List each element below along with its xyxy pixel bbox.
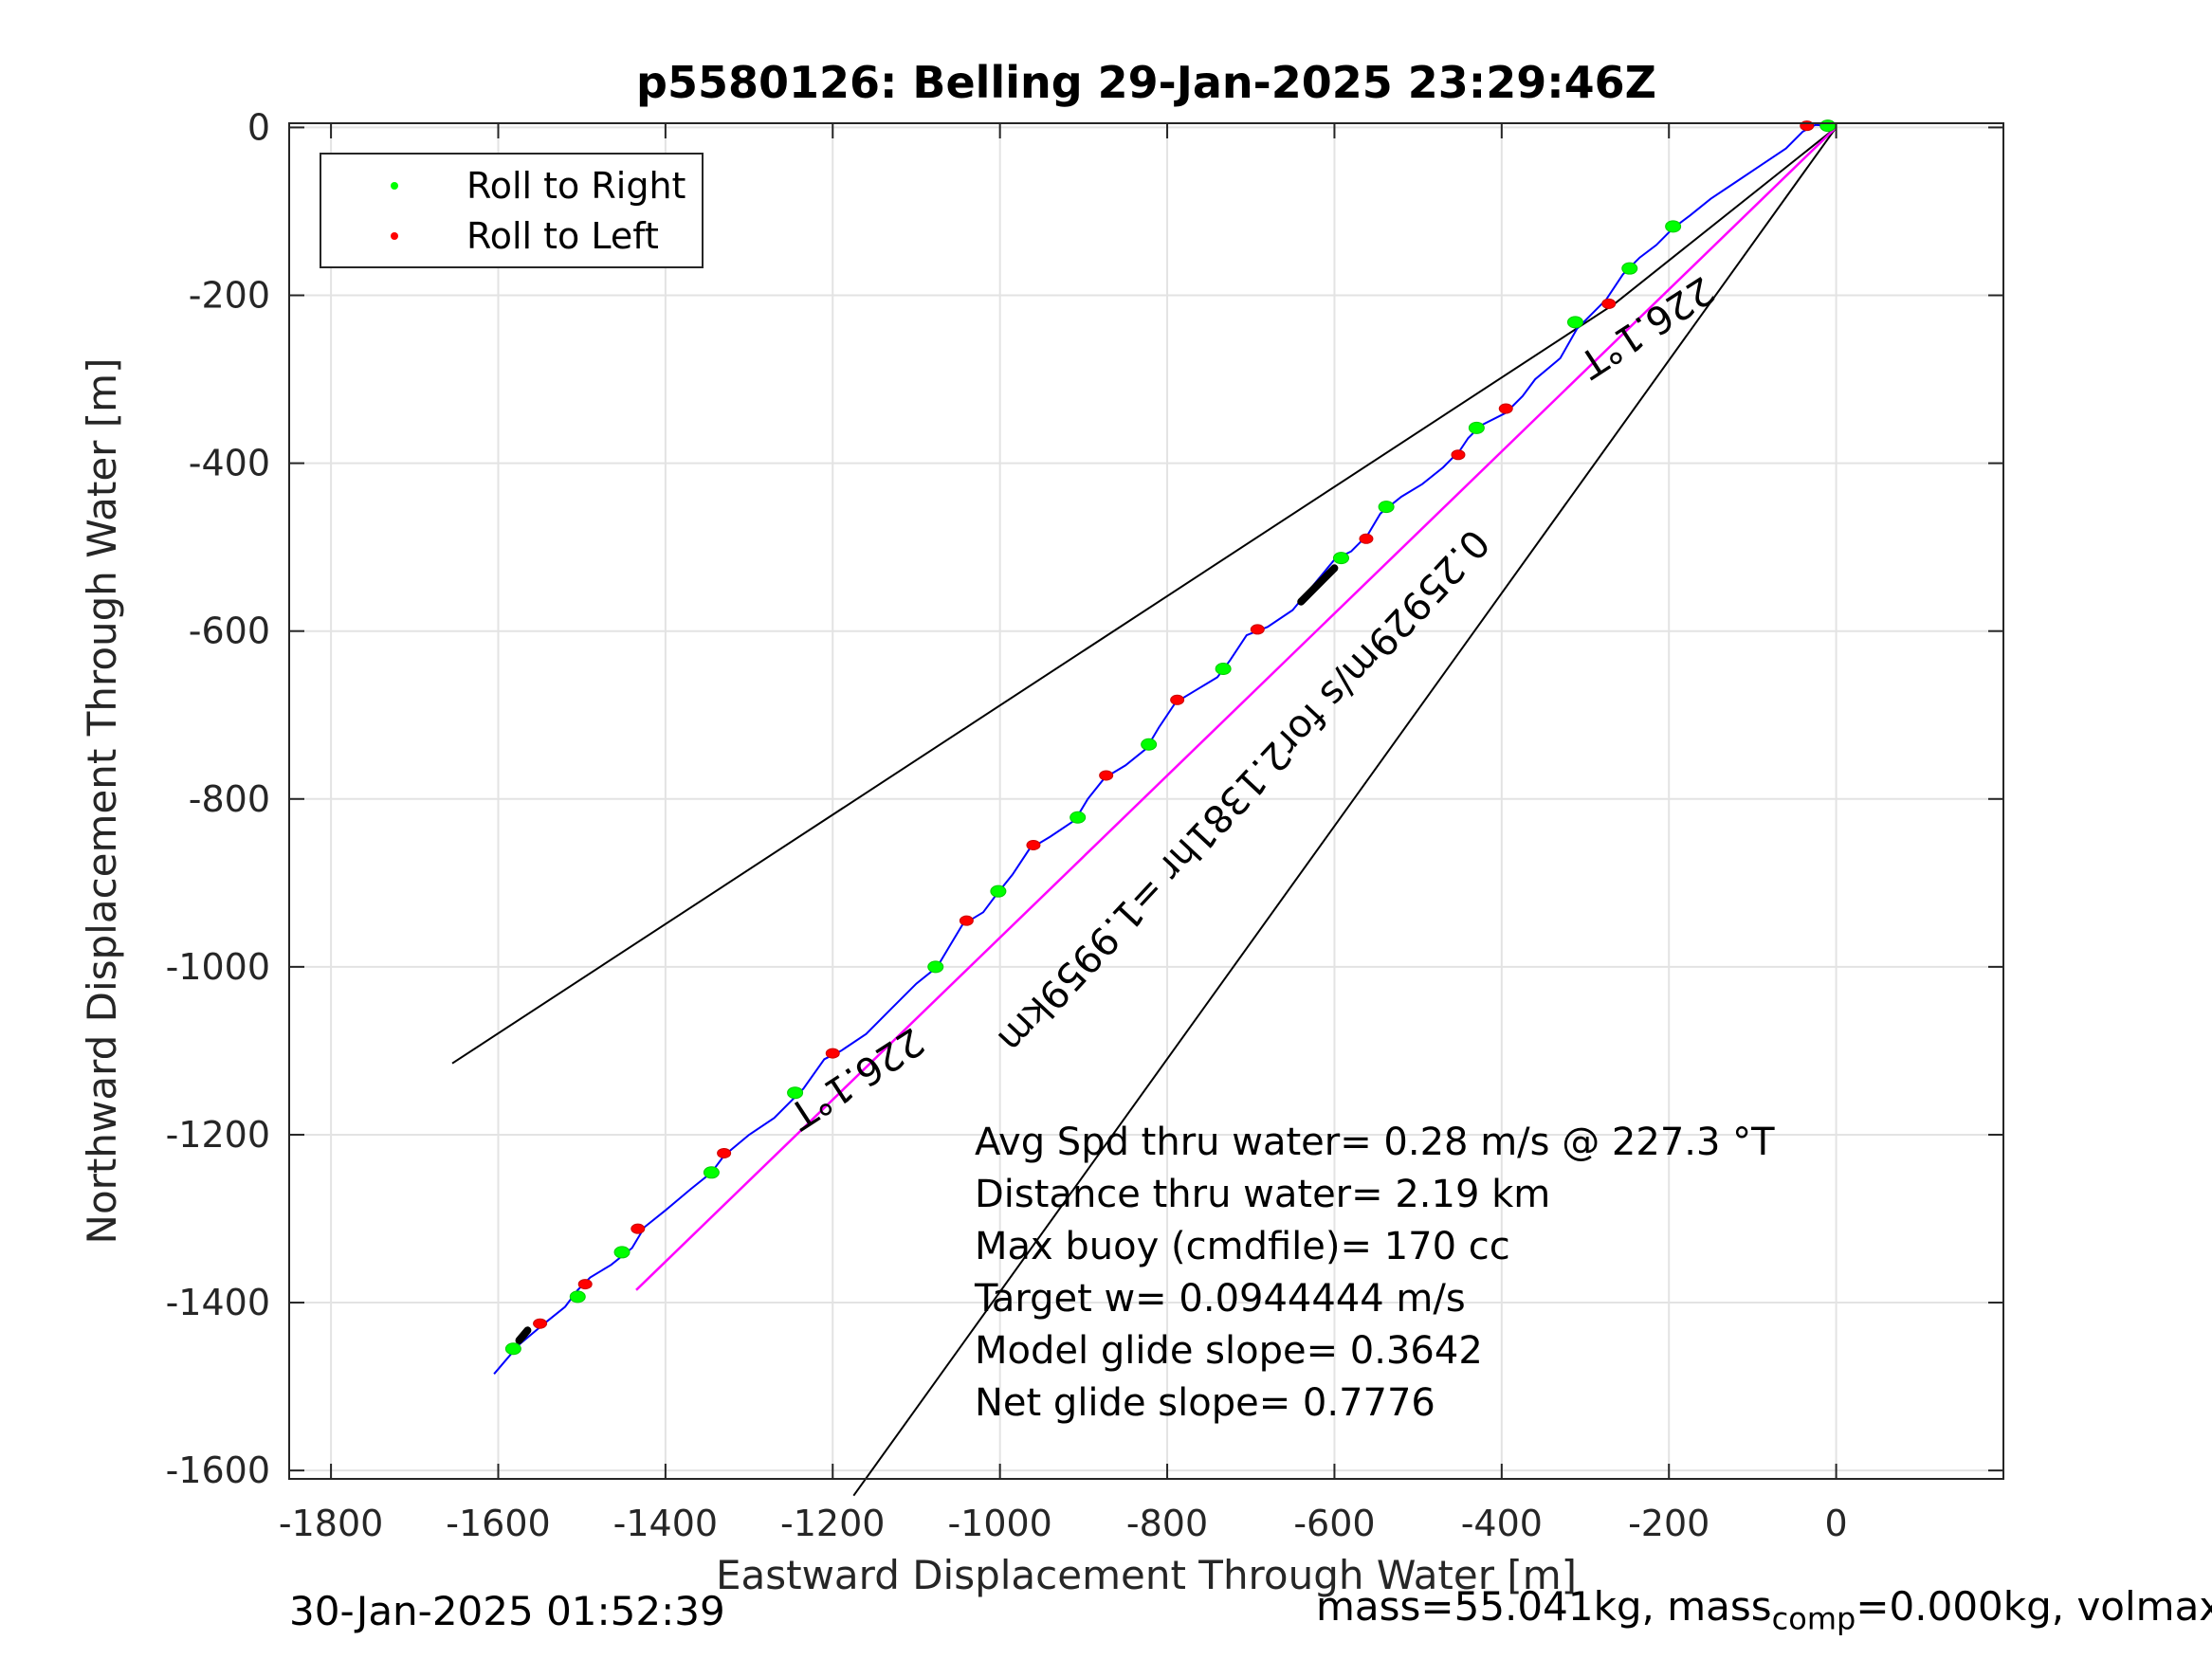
roll-left-marker <box>959 915 974 926</box>
thick-track-segment <box>515 1326 532 1344</box>
markers-layer <box>504 119 1837 1356</box>
roll-right-marker <box>1665 220 1682 233</box>
y-tick-label: -1000 <box>166 946 270 988</box>
x-tick-label: -1800 <box>279 1503 383 1544</box>
y-tick-label: -1200 <box>166 1114 270 1156</box>
roll-right-marker <box>1468 421 1485 434</box>
axes-layer: -1800 -1600 -1400 -1200 -1000 -800 -600 -400 -20… <box>166 106 2004 1544</box>
chart-title: p5580126: Belling 29-Jan-2025 23:29:46Z <box>636 57 1656 108</box>
x-tick-label: 0 <box>1825 1503 1848 1544</box>
roll-left-marker <box>1601 298 1617 309</box>
roll-left-marker <box>577 1279 593 1290</box>
y-tick-label: 0 <box>247 106 270 148</box>
x-tick-label: -200 <box>1628 1503 1709 1544</box>
x-tick-label: -1600 <box>446 1503 550 1544</box>
roll-left-marker <box>825 1048 840 1059</box>
roll-right-marker <box>1819 119 1837 133</box>
y-tick-label: -1400 <box>166 1282 270 1323</box>
roll-right-marker <box>1566 316 1583 329</box>
stats-annotation: Max buoy (cmdfile)= 170 cc <box>975 1225 1510 1268</box>
y-tick-label: -600 <box>189 611 270 652</box>
roll-left-marker <box>1099 770 1114 781</box>
plot-area <box>289 123 2003 1479</box>
y-tick-label: -800 <box>189 778 270 820</box>
roll-right-marker <box>1141 738 1158 751</box>
roll-right-marker <box>703 1166 720 1179</box>
heading-reference-line <box>852 126 1837 1497</box>
legend-marker <box>391 182 398 190</box>
x-tick-label: -400 <box>1461 1503 1543 1544</box>
footer-mass-sub: comp <box>1771 1600 1856 1637</box>
stats-annotation: Model glide slope= 0.3642 <box>975 1329 1483 1373</box>
legend: Roll to Right Roll to Left <box>320 153 704 268</box>
y-axis-label: Northward Displacement Through Water [m] <box>79 358 125 1245</box>
roll-right-marker <box>613 1246 631 1259</box>
x-tick-label: -800 <box>1126 1503 1208 1544</box>
y-tick-label: -1600 <box>166 1449 270 1491</box>
x-axis-label: Eastward Displacement Through Water [m] <box>716 1552 1577 1598</box>
footer-timestamp: 30-Jan-2025 01:52:39 <box>289 1588 725 1634</box>
roll-right-marker <box>1332 552 1349 565</box>
y-tick-label: -400 <box>189 443 270 484</box>
roll-right-marker <box>1069 811 1087 824</box>
roll-left-marker <box>1359 533 1374 544</box>
roll-left-marker <box>1026 839 1041 850</box>
footer-mass: mass=55.041kg, masscomp=0.000kg, volmax <box>1316 1583 2212 1636</box>
roll-right-marker <box>1215 663 1232 676</box>
grid-layer <box>289 123 2003 1479</box>
stats-annotation: Net glide slope= 0.7776 <box>975 1381 1435 1425</box>
stats-annotation: Avg Spd thru water= 0.28 m/s @ 227.3 °T <box>975 1121 1775 1164</box>
roll-left-marker <box>1170 694 1185 705</box>
roll-left-marker <box>1498 403 1513 414</box>
x-tick-label: -1400 <box>613 1503 718 1544</box>
x-tick-label: -600 <box>1293 1503 1375 1544</box>
stats-annotation: Distance thru water= 2.19 km <box>975 1173 1550 1216</box>
roll-left-marker <box>717 1147 732 1158</box>
roll-left-marker <box>1451 449 1466 461</box>
footer-mass-text: mass=55.041kg, mass <box>1316 1583 1772 1630</box>
thick-track-segment <box>1297 564 1339 606</box>
legend-marker <box>391 232 398 240</box>
roll-right-marker <box>990 884 1007 898</box>
legend-label: Roll to Left <box>466 215 659 257</box>
legend-box <box>320 153 704 268</box>
legend-label: Roll to Right <box>466 165 686 207</box>
axes-frame <box>288 122 2004 1480</box>
roll-right-marker <box>1378 501 1395 514</box>
roll-right-marker <box>1621 262 1638 275</box>
roll-right-marker <box>504 1342 521 1356</box>
x-tick-label: -1200 <box>780 1503 885 1544</box>
roll-right-marker <box>927 960 944 974</box>
roll-right-marker <box>787 1086 804 1100</box>
roll-left-marker <box>1250 624 1265 635</box>
roll-right-marker <box>569 1290 586 1304</box>
x-tick-label: -1000 <box>947 1503 1051 1544</box>
net-displacement-line <box>635 126 1837 1291</box>
stats-annotation: Target w= 0.0944444 m/s <box>974 1277 1466 1321</box>
roll-left-marker <box>631 1223 646 1234</box>
y-tick-label: -200 <box>189 275 270 317</box>
roll-left-marker <box>533 1318 548 1329</box>
footer-mass-rest: =0.000kg, volmax <box>1856 1583 2212 1630</box>
